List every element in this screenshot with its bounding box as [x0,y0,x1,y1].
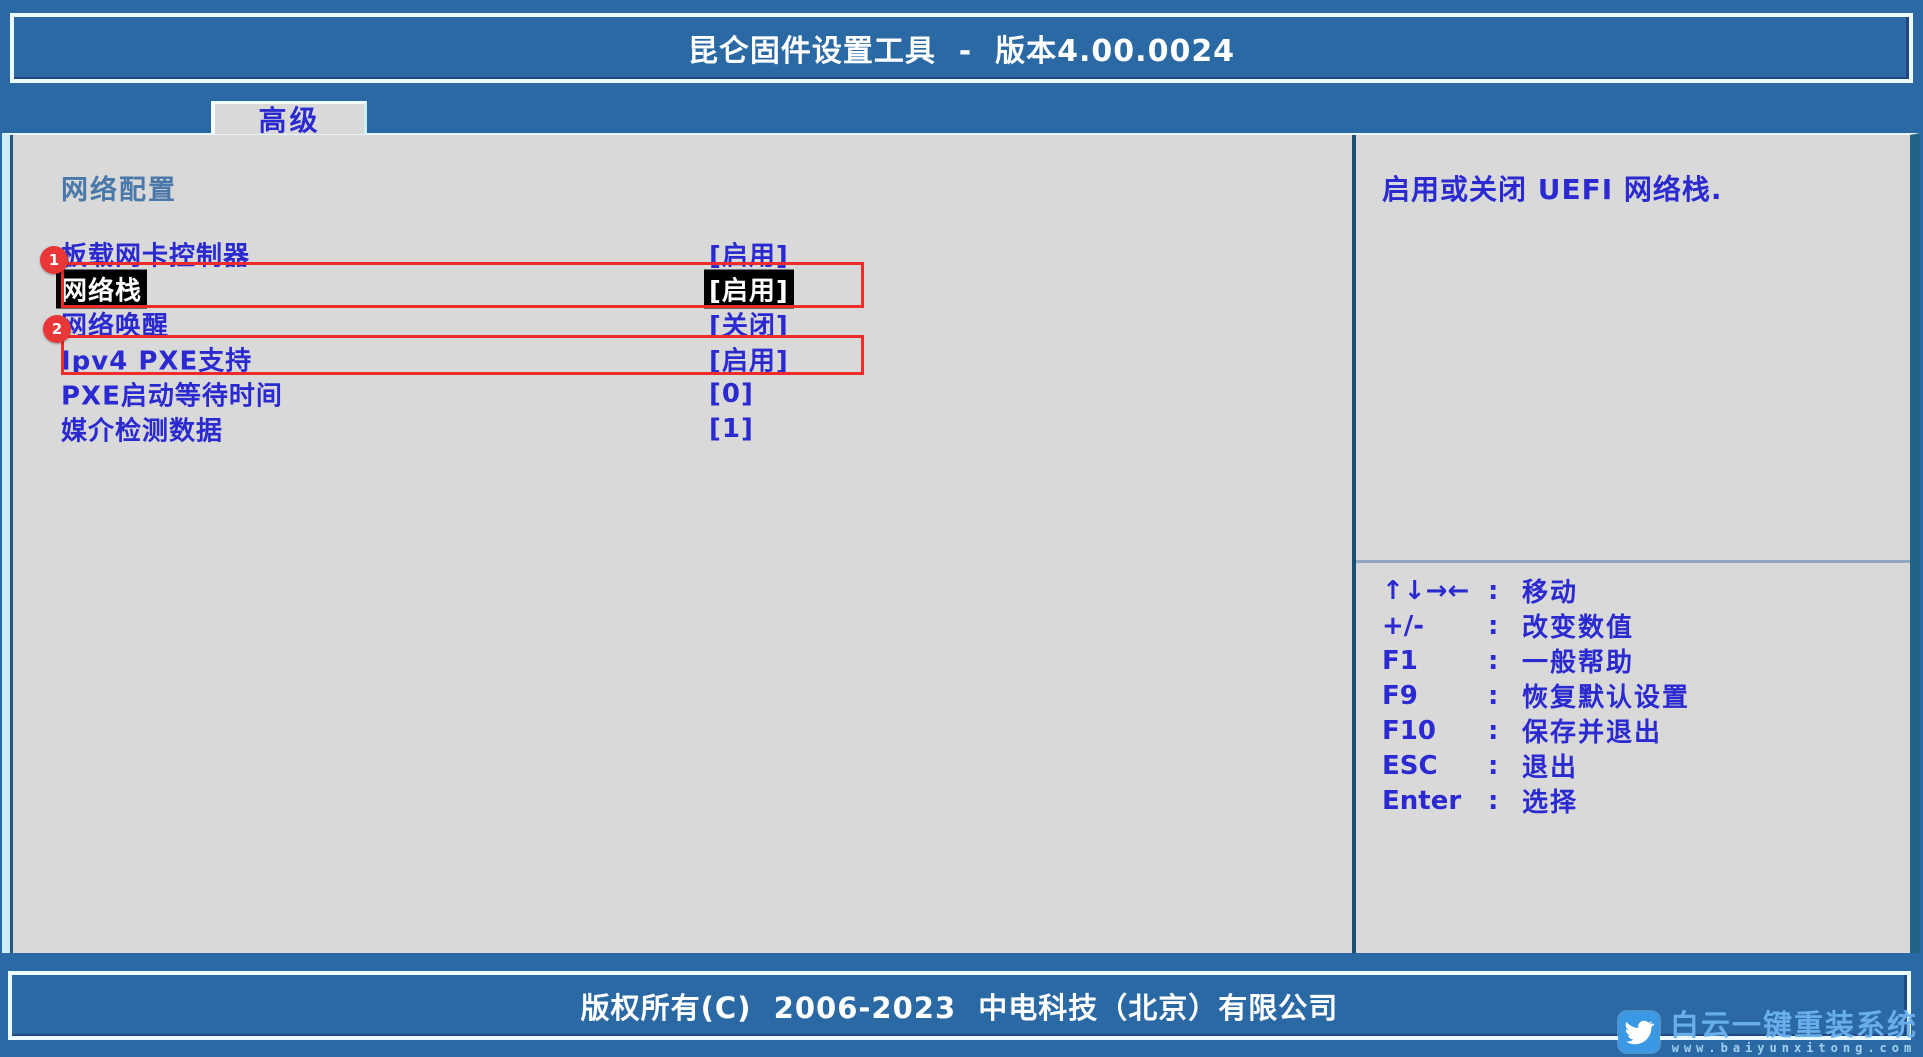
key-separator: : [1488,680,1499,711]
key-legend-row-restore-defaults: F9 : 恢复默认设置 [1382,678,1906,714]
watermark: 白云一键重装系统 www.baiyunxitong.com [1617,1007,1918,1055]
key-separator: : [1488,715,1499,746]
key-description: 一般帮助 [1522,648,1635,678]
key-legend-row-general-help: F1 : 一般帮助 [1382,643,1906,679]
copyright-text: 版权所有(C) 2006-2023 中电科技（北京）有限公司 [580,990,1339,1025]
setting-label: 板载网卡控制器 [61,241,251,271]
section-title-network-config: 网络配置 [61,175,177,206]
key-separator: : [1488,785,1499,816]
watermark-text: 白云一键重装系统 www.baiyunxitong.com [1669,1007,1918,1055]
content-area: 网络配置 板载网卡控制器 [启用] 网络栈 [启用] 网络唤醒 [关闭] Ipv… [2,133,1920,953]
watermark-title: 白云一键重装系统 [1669,1007,1918,1042]
setting-value: [1] [709,413,754,444]
setting-row-network-stack[interactable]: 网络栈 [启用] [10,269,1350,308]
key-description: 恢复默认设置 [1522,683,1691,713]
help-panel: 启用或关闭 UEFI 网络栈. ↑↓→← : 移动 +/- : 改变数值 F1 … [1356,135,1910,953]
annotation-box-1 [61,262,864,308]
key-description: 保存并退出 [1522,718,1663,748]
key-legend-row-save-exit: F10 : 保存并退出 [1382,713,1906,749]
setting-value: [0] [709,378,754,409]
key-name: F9 [1382,680,1418,711]
setting-row-media-detect[interactable]: 媒介检测数据 [1] [10,411,1350,447]
annotation-badge-2: 2 [43,315,71,343]
annotation-badge-1: 1 [40,246,68,274]
annotation-box-2 [61,335,864,375]
setting-value: [启用] [709,241,789,271]
help-panel-divider [1356,560,1910,563]
tab-advanced-label: 高级 [258,104,321,137]
key-name: F1 [1382,645,1418,676]
footer-bar: 版权所有(C) 2006-2023 中电科技（北京）有限公司 [8,971,1911,1040]
setting-label: Ipv4 PXE支持 [61,346,253,376]
key-legend-row-select: Enter : 选择 [1382,783,1906,819]
key-legend-row-change-value: +/- : 改变数值 [1382,608,1906,644]
key-name: F10 [1382,715,1436,746]
watermark-url: www.baiyunxitong.com [1671,1041,1917,1055]
setting-label: 媒介检测数据 [61,416,224,446]
key-name: Enter [1382,785,1462,816]
key-name: ESC [1382,750,1438,781]
key-name: ↑↓→← [1382,575,1470,606]
twitter-bird-icon [1617,1011,1660,1054]
setting-row-ipv4-pxe[interactable]: Ipv4 PXE支持 [启用] [10,341,1350,376]
key-separator: : [1488,610,1499,641]
setting-value: [启用] [704,269,794,308]
key-legend: ↑↓→← : 移动 +/- : 改变数值 F1 : 一般帮助 F9 : [1382,573,1906,819]
key-name: +/- [1382,610,1425,641]
key-legend-row-exit: ESC : 退出 [1382,748,1906,784]
panel-divider [1352,135,1356,953]
key-description: 退出 [1522,753,1579,783]
key-separator: : [1488,645,1499,676]
item-help-text: 启用或关闭 UEFI 网络栈. [1382,173,1723,206]
key-legend-row-move: ↑↓→← : 移动 [1382,573,1906,609]
setting-label: 网络栈 [56,269,148,308]
setting-value: [启用] [709,346,789,376]
key-description: 选择 [1522,788,1579,818]
key-separator: : [1488,750,1499,781]
app-title: 昆仑固件设置工具 - 版本4.00.0024 [687,34,1236,69]
key-description: 改变数值 [1522,613,1635,643]
title-bar: 昆仑固件设置工具 - 版本4.00.0024 [10,13,1913,83]
key-description: 移动 [1522,578,1579,608]
key-separator: : [1488,575,1499,606]
settings-panel: 网络配置 板载网卡控制器 [启用] 网络栈 [启用] 网络唤醒 [关闭] Ipv… [10,135,1350,953]
tab-advanced[interactable]: 高级 [211,101,367,137]
setting-row-onboard-nic[interactable]: 板载网卡控制器 [启用] [10,236,1350,271]
setting-row-pxe-boot-wait[interactable]: PXE启动等待时间 [0] [10,376,1350,412]
setting-label: PXE启动等待时间 [61,381,283,411]
